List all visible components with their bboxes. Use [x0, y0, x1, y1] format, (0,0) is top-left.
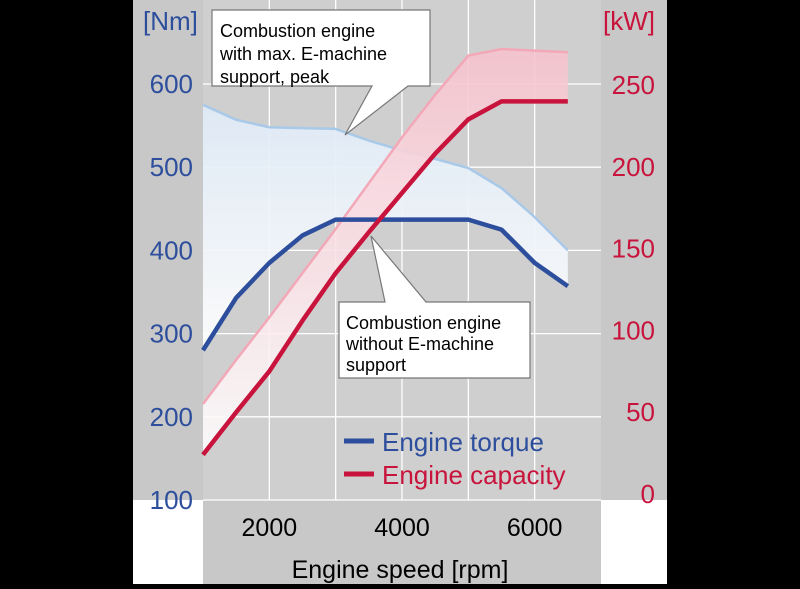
callout-base-text: without E-machine — [345, 334, 494, 354]
y-left-tick-label: 100 — [150, 485, 193, 515]
callout-peak-text: support, peak — [220, 67, 330, 87]
legend-label-torque: Engine torque — [382, 427, 544, 457]
x-tick-label: 6000 — [507, 514, 563, 542]
y-right-tick-label: 150 — [612, 234, 655, 264]
torque-peak-line — [202, 103, 569, 252]
y-left-tick-label: 200 — [150, 402, 193, 432]
y-left-tick-label: 500 — [150, 152, 193, 182]
y-right-axis-label: [kW] — [603, 6, 655, 36]
corner-left — [133, 500, 203, 584]
callout-peak-text: Combustion engine — [220, 21, 375, 41]
y-right-tick-label: 0 — [641, 479, 655, 509]
y-left-tick-label: 600 — [150, 69, 193, 99]
y-left-tick-label: 400 — [150, 235, 193, 265]
capacity-peak-line — [202, 47, 568, 405]
x-tick-label: 2000 — [242, 514, 298, 542]
y-right-tick-label: 50 — [626, 397, 655, 427]
legend — [344, 438, 374, 477]
callout-base-text: Combustion engine — [346, 313, 501, 333]
legend-label-capacity: Engine capacity — [382, 460, 566, 490]
x-axis-label: Engine speed [rpm] — [292, 556, 509, 584]
capacity-band — [203, 49, 568, 455]
capacity-line — [201, 99, 568, 457]
callout-base-box — [338, 235, 531, 379]
callout-peak-box — [211, 9, 431, 136]
y-left-axis-label: [Nm] — [143, 6, 198, 36]
corner-right — [601, 500, 667, 584]
torque-line — [201, 217, 570, 352]
x-tick-label: 4000 — [374, 514, 430, 542]
y-right-tick-label: 200 — [612, 152, 655, 182]
y-right-tick-label: 100 — [612, 315, 655, 345]
callout-base-text: support — [346, 355, 406, 375]
torque-band — [203, 104, 568, 351]
callout-peak-text: with max. E-machine — [219, 44, 387, 64]
y-right-tick-label: 250 — [612, 70, 655, 100]
y-left-tick-label: 300 — [150, 319, 193, 349]
